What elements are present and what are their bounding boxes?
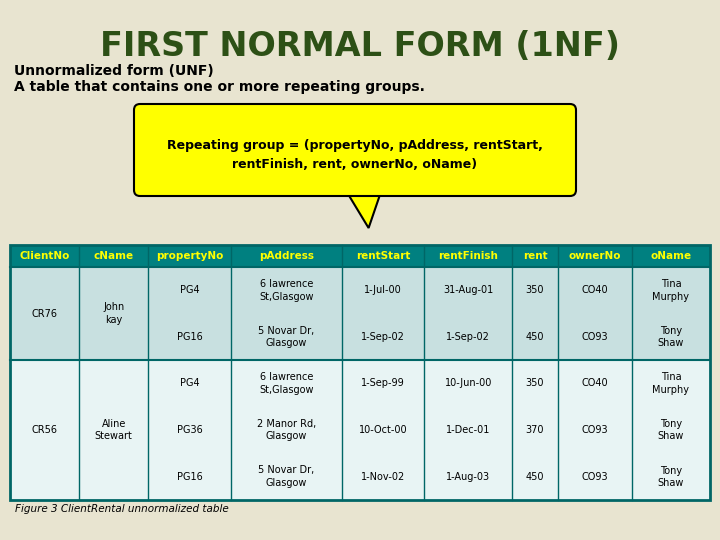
Text: PG16: PG16 [176, 472, 202, 482]
Text: rent: rent [523, 251, 547, 261]
Text: 31-Aug-01: 31-Aug-01 [443, 285, 493, 295]
Text: 1-Nov-02: 1-Nov-02 [361, 472, 405, 482]
Text: Tina
Murphy: Tina Murphy [652, 372, 689, 395]
Bar [10, 267, 710, 360]
FancyBboxPatch shape [134, 104, 576, 196]
Text: 1-Sep-02: 1-Sep-02 [361, 332, 405, 342]
Text: CO40: CO40 [582, 379, 608, 388]
Text: 1-Sep-99: 1-Sep-99 [361, 379, 405, 388]
Text: 2 Manor Rd,
Glasgow: 2 Manor Rd, Glasgow [257, 419, 316, 441]
Text: rentFinish, rent, ownerNo, oName): rentFinish, rent, ownerNo, oName) [233, 158, 477, 171]
Text: CO93: CO93 [582, 425, 608, 435]
Text: 450: 450 [526, 332, 544, 342]
Text: Repeating group = (propertyNo, pAddress, rentStart,: Repeating group = (propertyNo, pAddress,… [167, 139, 543, 152]
Text: 350: 350 [526, 285, 544, 295]
Text: rentStart: rentStart [356, 251, 410, 261]
Text: A table that contains one or more repeating groups.: A table that contains one or more repeat… [14, 80, 425, 94]
Text: Figure 3 ClientRental unnormalized table: Figure 3 ClientRental unnormalized table [15, 504, 229, 514]
Text: Unnormalized form (UNF): Unnormalized form (UNF) [14, 64, 214, 78]
Text: oName: oName [650, 251, 691, 261]
Text: CO93: CO93 [582, 332, 608, 342]
Text: cName: cName [94, 251, 134, 261]
Text: John
kay: John kay [103, 302, 125, 325]
Text: CO93: CO93 [582, 472, 608, 482]
Text: Tony
Shaw: Tony Shaw [657, 419, 684, 441]
Text: CR56: CR56 [32, 425, 58, 435]
Text: Tony
Shaw: Tony Shaw [657, 326, 684, 348]
Text: 1-Sep-02: 1-Sep-02 [446, 332, 490, 342]
Text: 370: 370 [526, 425, 544, 435]
Polygon shape [346, 188, 382, 192]
Text: 1-Dec-01: 1-Dec-01 [446, 425, 490, 435]
Text: Tony
Shaw: Tony Shaw [657, 465, 684, 488]
Text: 10-Jun-00: 10-Jun-00 [444, 379, 492, 388]
Text: Tina
Murphy: Tina Murphy [652, 279, 689, 301]
Bar [10, 245, 710, 500]
Text: 1-Aug-03: 1-Aug-03 [446, 472, 490, 482]
Text: pAddress: pAddress [258, 251, 314, 261]
Text: rentFinish: rentFinish [438, 251, 498, 261]
Bar [10, 360, 710, 500]
Text: ownerNo: ownerNo [569, 251, 621, 261]
Text: 350: 350 [526, 379, 544, 388]
Text: PG4: PG4 [180, 379, 199, 388]
Text: FIRST NORMAL FORM (1NF): FIRST NORMAL FORM (1NF) [100, 30, 620, 63]
Text: ClientNo: ClientNo [19, 251, 70, 261]
Text: PG36: PG36 [176, 425, 202, 435]
Polygon shape [346, 190, 382, 228]
Text: 450: 450 [526, 472, 544, 482]
Text: 5 Novar Dr,
Glasgow: 5 Novar Dr, Glasgow [258, 465, 315, 488]
Text: propertyNo: propertyNo [156, 251, 223, 261]
Text: Aline
Stewart: Aline Stewart [95, 419, 132, 441]
Text: PG16: PG16 [176, 332, 202, 342]
Text: PG4: PG4 [180, 285, 199, 295]
Text: 5 Novar Dr,
Glasgow: 5 Novar Dr, Glasgow [258, 326, 315, 348]
Text: 6 lawrence
St,Glasgow: 6 lawrence St,Glasgow [259, 372, 314, 395]
Bar [10, 245, 710, 267]
Text: 1-Jul-00: 1-Jul-00 [364, 285, 402, 295]
Text: CR76: CR76 [32, 308, 58, 319]
Text: CO40: CO40 [582, 285, 608, 295]
Text: 6 lawrence
St,Glasgow: 6 lawrence St,Glasgow [259, 279, 314, 301]
Text: 10-Oct-00: 10-Oct-00 [359, 425, 408, 435]
